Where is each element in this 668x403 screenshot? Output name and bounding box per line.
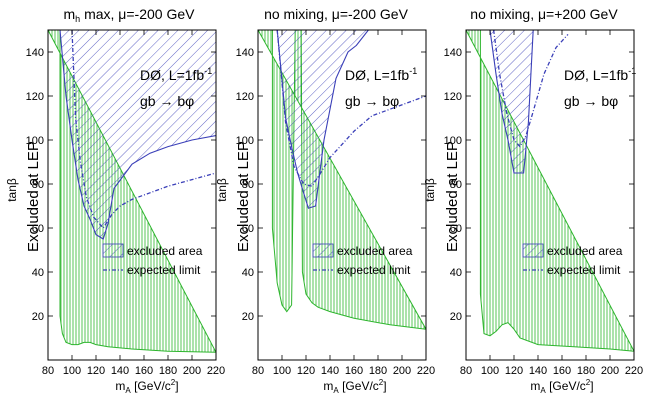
- y-tick-label: 60: [32, 223, 44, 235]
- expected-limit-line: [276, 30, 426, 187]
- legend-excluded-label: excluded area: [127, 244, 203, 258]
- experiment-annotation: DØ, L=1fb-1 gb → bφ: [345, 66, 417, 109]
- x-tick-label: 180: [577, 365, 595, 377]
- y-tick-label: 120: [26, 91, 44, 103]
- y-tick-label: 60: [450, 223, 462, 235]
- legend-expected-label: expected limit: [337, 263, 411, 277]
- y-tick-label: 100: [444, 135, 462, 147]
- plot-content: [48, 30, 216, 353]
- x-tick-label: 140: [111, 365, 129, 377]
- legend-excluded-swatch: [312, 243, 334, 258]
- y-axis-label: tanβ: [423, 178, 437, 202]
- y-tick-label: 120: [236, 91, 254, 103]
- y-axis-label: tanβ: [5, 178, 19, 202]
- y-tick-label: 20: [450, 311, 462, 323]
- plot-content: [466, 30, 634, 352]
- y-tick-label: 120: [444, 91, 462, 103]
- x-tick-label: 80: [42, 365, 54, 377]
- x-tick-label: 140: [321, 365, 339, 377]
- x-tick-label: 220: [417, 365, 435, 377]
- lep-excluded-label: Excluded at LEP: [25, 141, 42, 252]
- legend: excluded area expected limit: [102, 243, 203, 277]
- legend-excluded-label: excluded area: [547, 244, 623, 258]
- y-tick-label: 100: [26, 135, 44, 147]
- legend-excluded-swatch: [522, 243, 544, 258]
- x-tick-label: 120: [505, 365, 523, 377]
- x-tick-label: 160: [553, 365, 571, 377]
- y-tick-label: 80: [450, 179, 462, 191]
- plot-frame: [257, 29, 427, 361]
- x-axis-label: mA [GeV/c2]: [323, 378, 386, 395]
- y-tick-label: 140: [26, 47, 44, 59]
- excluded-area: [60, 30, 216, 239]
- legend-excluded-label: excluded area: [337, 244, 413, 258]
- x-tick-label: 120: [297, 365, 315, 377]
- experiment-annotation: DØ, L=1fb-1 gb → bφ: [564, 66, 636, 109]
- plot-frame: [465, 29, 635, 361]
- y-tick-label: 80: [32, 179, 44, 191]
- experiment-label: DØ, L=1fb-1: [345, 66, 417, 83]
- experiment-label: DØ, L=1fb-1: [564, 66, 636, 83]
- x-tick-label: 220: [207, 365, 225, 377]
- x-tick-label: 180: [369, 365, 387, 377]
- excluded-area: [490, 30, 534, 173]
- y-tick-label: 20: [32, 311, 44, 323]
- excluded-area: [277, 30, 369, 209]
- y-tick-label: 20: [242, 311, 254, 323]
- expected-limit-line: [71, 30, 216, 230]
- legend-expected-label: expected limit: [547, 263, 621, 277]
- panel-title: mh max, μ=-200 GeV: [64, 6, 196, 24]
- x-tick-label: 80: [252, 365, 264, 377]
- x-tick-label: 100: [63, 365, 81, 377]
- legend: excluded area expected limit: [312, 243, 413, 277]
- excluded-area-boundary: [59, 30, 216, 240]
- legend: excluded area expected limit: [522, 243, 623, 277]
- x-axis-label: mA [GeV/c2]: [115, 378, 178, 395]
- lep-excluded-label: Excluded at LEP: [235, 141, 252, 252]
- x-tick-label: 100: [481, 365, 499, 377]
- excluded-area-boundary: [276, 30, 369, 209]
- panel-nomix-mu-minus200: no mixing, μ=-200 GeV tanβ mA [GeV/c2] 8…: [215, 6, 435, 395]
- x-tick-label: 160: [135, 365, 153, 377]
- panel-nomix-mu-plus200: no mixing, μ=+200 GeV tanβ mA [GeV/c2] 8…: [423, 6, 643, 395]
- plot-area: 80 100 120 140 160 180 200 220 20 40 60 80 100 120 140: [444, 29, 643, 377]
- lep-excluded-label: Excluded at LEP: [444, 141, 461, 252]
- legend-excluded-swatch: [102, 243, 124, 258]
- panel-title: no mixing, μ=+200 GeV: [470, 6, 618, 22]
- panel-mhmax-mu-minus200: mh max, μ=-200 GeV tanβ mA [GeV/c2] 80 10…: [5, 6, 225, 395]
- x-tick-label: 160: [345, 365, 363, 377]
- x-tick-label: 100: [273, 365, 291, 377]
- x-tick-label: 200: [183, 365, 201, 377]
- experiment-label: DØ, L=1fb-1: [140, 66, 212, 83]
- y-tick-label: 140: [444, 47, 462, 59]
- y-tick-label: 60: [242, 223, 254, 235]
- y-tick-label: 100: [236, 135, 254, 147]
- y-tick-label: 140: [236, 47, 254, 59]
- panel-title: no mixing, μ=-200 GeV: [264, 6, 409, 22]
- plot-area: 80 100 120 140 160 180 200 220 20 40 60 80 100 120 140: [236, 29, 435, 377]
- legend-expected-label: expected limit: [127, 263, 201, 277]
- x-tick-label: 80: [460, 365, 472, 377]
- plot-content: [258, 30, 426, 330]
- x-tick-label: 120: [87, 365, 105, 377]
- y-axis-label: tanβ: [215, 178, 229, 202]
- y-tick-label: 40: [242, 267, 254, 279]
- process-label: gb → bφ: [140, 93, 194, 109]
- plot-area: 80 100 120 140 160 180 200 220 20 40 60 80 100 120 140: [26, 29, 225, 377]
- x-tick-label: 140: [529, 365, 547, 377]
- experiment-annotation: DØ, L=1fb-1 gb → bφ: [140, 66, 212, 109]
- x-tick-label: 200: [601, 365, 619, 377]
- process-label: gb → bφ: [345, 93, 399, 109]
- plot-frame: [47, 29, 217, 361]
- x-axis-label: mA [GeV/c2]: [530, 378, 593, 395]
- process-label: gb → bφ: [564, 93, 618, 109]
- x-tick-label: 220: [625, 365, 643, 377]
- x-tick-label: 200: [393, 365, 411, 377]
- y-tick-label: 40: [32, 267, 44, 279]
- y-tick-label: 80: [242, 179, 254, 191]
- expected-limit-line: [492, 30, 569, 148]
- x-tick-label: 180: [159, 365, 177, 377]
- y-tick-label: 40: [450, 267, 462, 279]
